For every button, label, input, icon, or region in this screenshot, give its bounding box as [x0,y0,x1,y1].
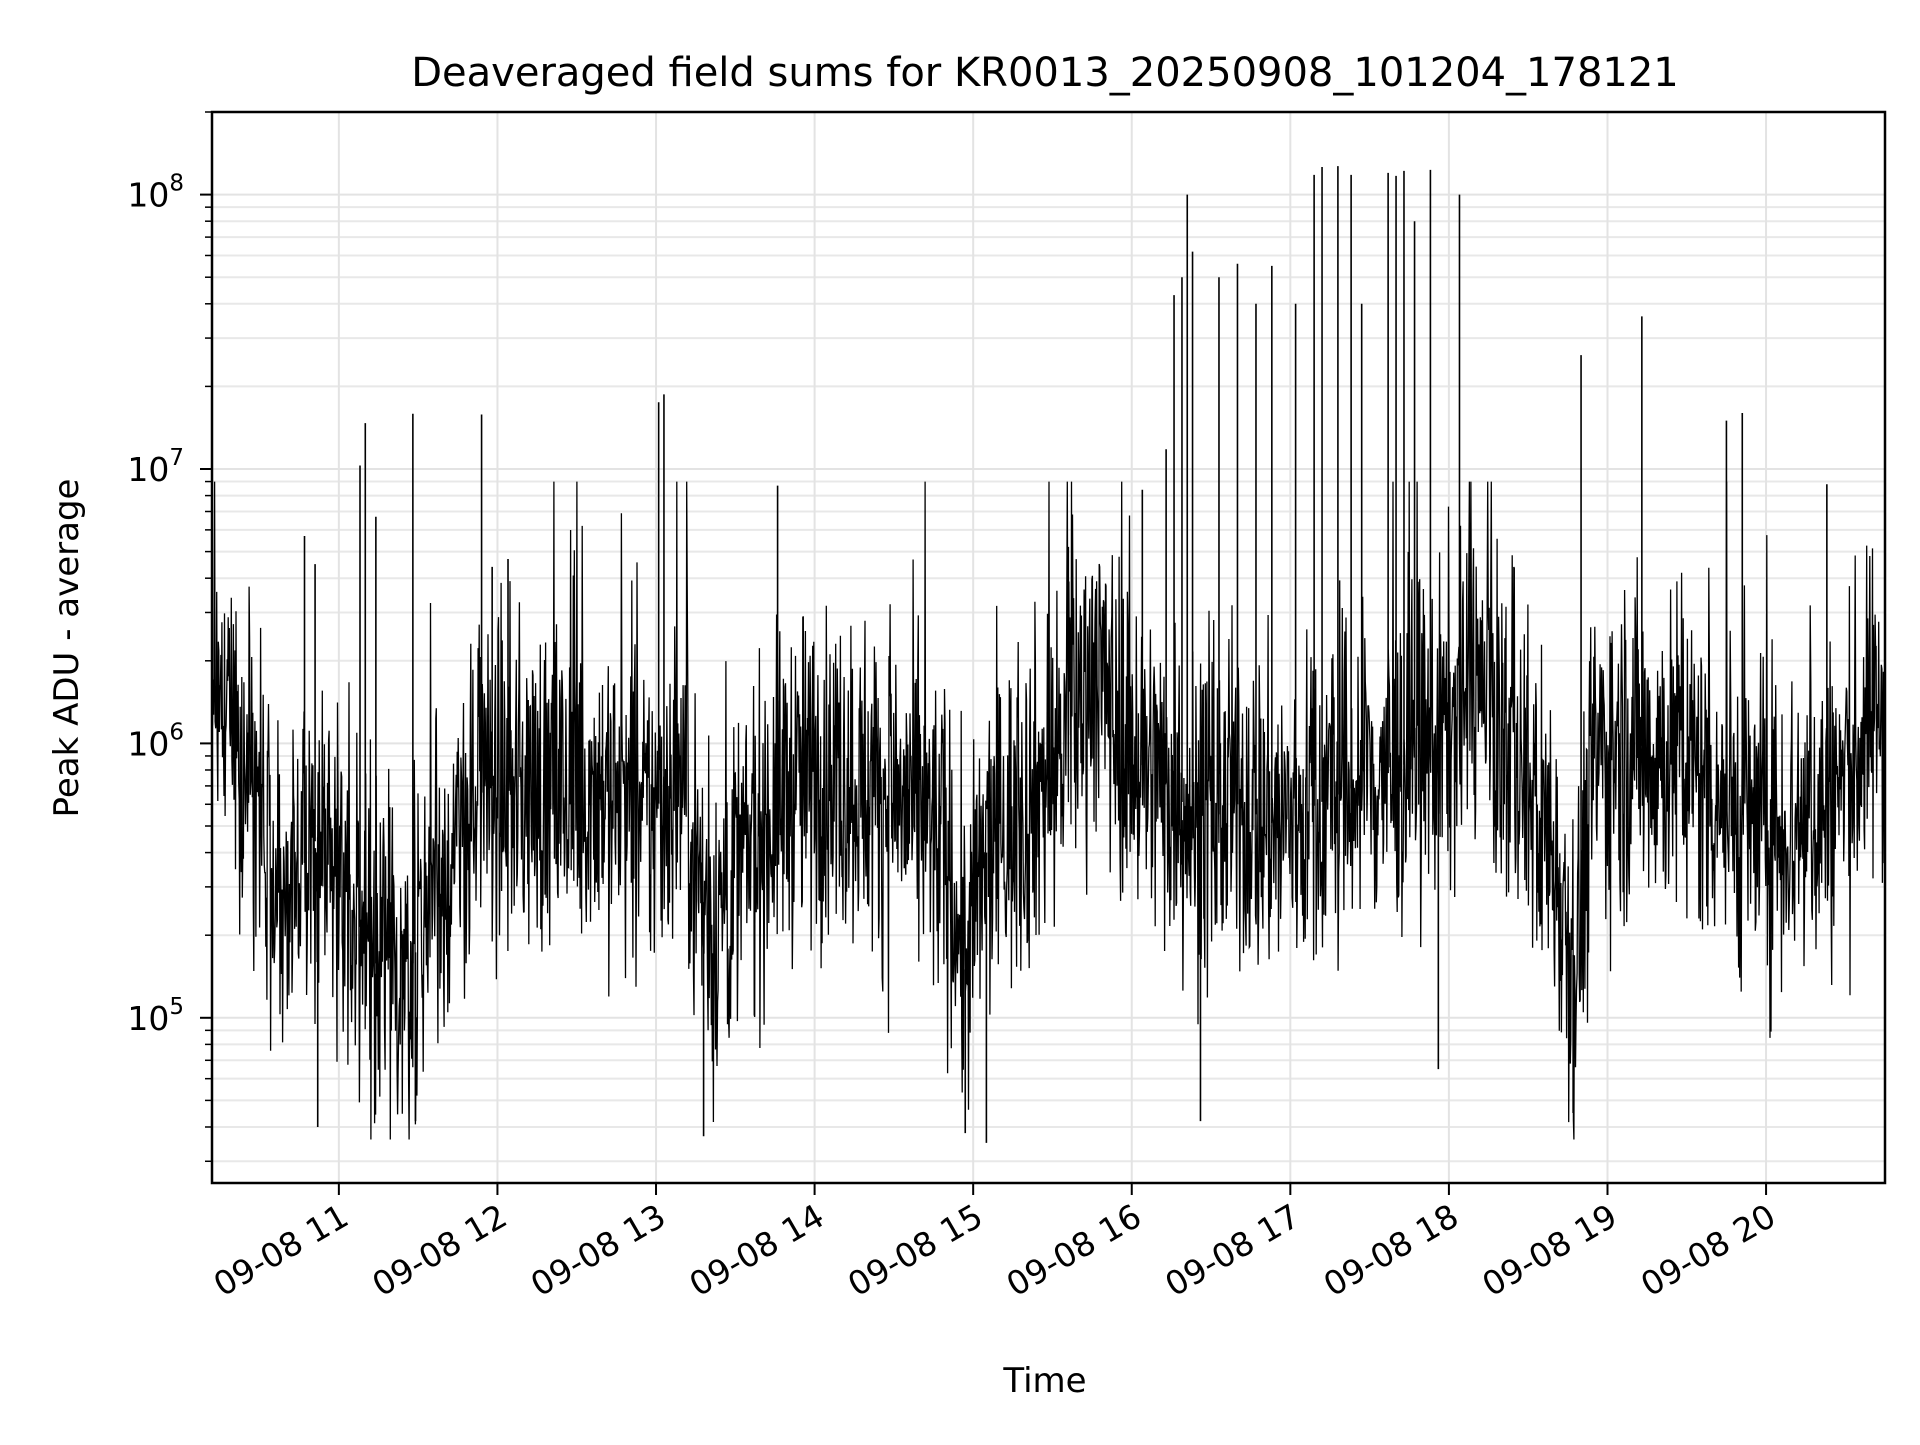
chart-title: Deaveraged field sums for KR0013_2025090… [411,50,1679,96]
y-tick-label: 106 [127,719,184,763]
y-tick-base: 10 [127,450,169,489]
y-axis-label: Peak ADU - average [47,479,87,818]
x-axis-label: Time [1002,1361,1086,1401]
y-tick-label: 107 [127,445,184,489]
y-tick-exponent: 7 [169,445,184,471]
y-tick-base: 10 [127,999,169,1038]
series-line [211,481,1886,1140]
y-tick-exponent: 5 [169,994,184,1020]
plot-frame [210,110,1887,1185]
y-tick-base: 10 [127,176,169,215]
y-tick-label: 108 [127,171,184,215]
y-tick-base: 10 [127,724,169,763]
series-layer [211,166,1886,1143]
y-tick-label: 105 [127,994,184,1038]
y-tick-exponent: 8 [169,171,184,197]
y-tick-exponent: 6 [169,719,184,745]
